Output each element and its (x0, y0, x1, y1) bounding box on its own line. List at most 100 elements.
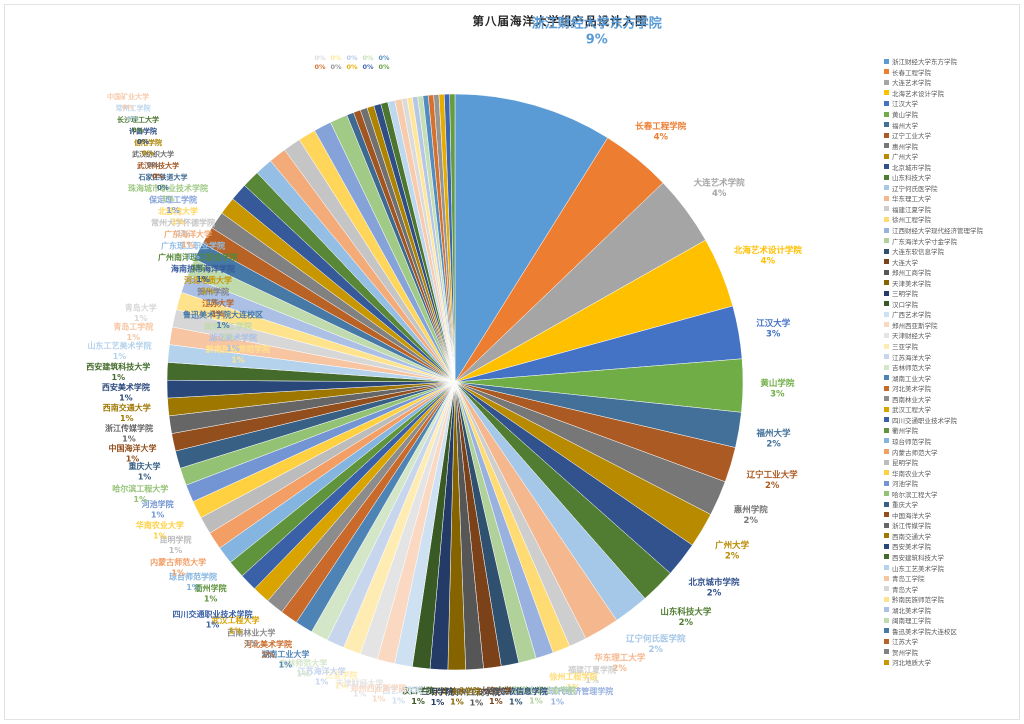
legend-item[interactable]: 中国海洋大学 (884, 510, 1020, 521)
legend-item[interactable]: 贺州学院 (884, 647, 1020, 658)
legend-swatch (884, 543, 889, 549)
legend-swatch (884, 90, 889, 96)
legend-item[interactable]: 山东工艺美术学院 (884, 562, 1020, 573)
pie-slice[interactable] (454, 93, 609, 383)
legend-item[interactable]: 广州大学 (884, 151, 1020, 162)
legend-item[interactable]: 郑州西亚斯学院 (884, 320, 1020, 331)
pie-slice[interactable] (449, 93, 456, 383)
legend-item[interactable]: 内蒙古师范大学 (884, 446, 1020, 457)
slice-label: 徐州工程学院 1% (548, 671, 597, 692)
legend-item[interactable]: 西安建筑科技大学 (884, 552, 1020, 563)
legend-item[interactable]: 大连艺术学院 (884, 77, 1020, 88)
legend-item[interactable]: 浙江传媒学院 (884, 520, 1020, 531)
legend-item[interactable]: 西南交通大学 (884, 531, 1020, 542)
legend-label: 华南农业大学 (892, 469, 931, 478)
legend-item[interactable]: 长春工程学院 (884, 67, 1020, 78)
legend-item[interactable]: 河北美术学院 (884, 383, 1020, 394)
legend-swatch (884, 364, 889, 370)
legend-item[interactable]: 西安美术学院 (884, 541, 1020, 552)
slice-label: 天津美术学院 1% (433, 686, 481, 707)
legend-item[interactable]: 大连大学 (884, 256, 1020, 267)
legend-item[interactable]: 闽南理工学院 (884, 615, 1020, 626)
legend-label: 青岛工学院 (892, 575, 925, 584)
legend-item[interactable]: 四川交通职业技术学院 (884, 415, 1020, 426)
legend-swatch (884, 385, 889, 391)
legend-swatch (884, 269, 889, 275)
slice-label: 西安建筑科技大学 1% (86, 361, 150, 382)
legend-item[interactable]: 河北地质大学 (884, 657, 1020, 668)
slice-label: 江汉大学 3% (756, 318, 791, 340)
legend-item[interactable]: 北京城市学院 (884, 161, 1020, 172)
legend-item[interactable]: 武汉工程大学 (884, 404, 1020, 415)
legend-swatch (884, 164, 889, 170)
legend-swatch (884, 638, 889, 644)
legend-item[interactable]: 衢州学院 (884, 425, 1020, 436)
legend-item[interactable]: 湖南工业大学 (884, 372, 1020, 383)
legend-item[interactable]: 华南农业大学 (884, 467, 1020, 478)
legend-swatch (884, 375, 889, 381)
legend-swatch (884, 470, 889, 476)
legend-item[interactable]: 重庆大学 (884, 499, 1020, 510)
slice-label: 0% (330, 63, 342, 71)
legend-item[interactable]: 湖北美术学院 (884, 604, 1020, 615)
legend-swatch (884, 132, 889, 138)
legend-item[interactable]: 郑州工商学院 (884, 267, 1020, 278)
slice-label: 许昌学院 0% (129, 127, 157, 147)
legend-item[interactable]: 江汉大学 (884, 98, 1020, 109)
legend-item[interactable]: 福州大学 (884, 119, 1020, 130)
legend-item[interactable]: 辽宁何氏医学院 (884, 183, 1020, 194)
legend-item[interactable]: 青岛工学院 (884, 573, 1020, 584)
legend-item[interactable]: 浙江财经大学东方学院 (884, 56, 1020, 67)
legend-item[interactable]: 琼台师范学院 (884, 436, 1020, 447)
legend-swatch (884, 659, 889, 665)
slice-label: 0% (314, 54, 326, 62)
legend-item[interactable]: 鲁迅美术学院大连校区 (884, 626, 1020, 637)
legend-item[interactable]: 华东理工大学 (884, 193, 1020, 204)
legend-item[interactable]: 哈尔滨工程大学 (884, 488, 1020, 499)
legend-label: 浙江财经大学东方学院 (892, 58, 957, 67)
legend-item[interactable]: 三明学院 (884, 288, 1020, 299)
legend-item[interactable]: 广东海洋大学寸金学院 (884, 235, 1020, 246)
legend-swatch (884, 533, 889, 539)
legend-item[interactable]: 江苏大学 (884, 636, 1020, 647)
legend-item[interactable]: 惠州学院 (884, 140, 1020, 151)
slice-label: 0% (314, 63, 326, 71)
legend-item[interactable]: 大连东软信息学院 (884, 246, 1020, 257)
slice-label: 中国海洋大学 1% (109, 443, 157, 464)
slice-label: 闽南理工学院 1% (204, 321, 252, 342)
legend-swatch (884, 69, 889, 75)
legend-item[interactable]: 天津美术学院 (884, 277, 1020, 288)
slice-label: 常州工学院 0% (116, 104, 151, 124)
legend-item[interactable]: 江西财经大学现代经济管理学院 (884, 225, 1020, 236)
legend-item[interactable]: 汉口学院 (884, 299, 1020, 310)
legend-item[interactable]: 黄山学院 (884, 109, 1020, 120)
legend-item[interactable]: 河池学院 (884, 478, 1020, 489)
legend-item[interactable]: 山东科技大学 (884, 172, 1020, 183)
legend-swatch (884, 111, 889, 117)
slice-label: 山东工艺美术学院 1% (87, 341, 151, 362)
legend-item[interactable]: 西南林业大学 (884, 394, 1020, 405)
legend-item[interactable]: 天津财经大学 (884, 330, 1020, 341)
legend-item[interactable]: 三亚学院 (884, 341, 1020, 352)
legend-item[interactable]: 北海艺术设计学院 (884, 88, 1020, 99)
legend-item[interactable]: 福建江夏学院 (884, 204, 1020, 215)
slice-label: 浙江传媒学院 1% (105, 423, 153, 444)
legend-label: 重庆大学 (892, 501, 918, 510)
legend-item[interactable]: 广西艺术学院 (884, 309, 1020, 320)
legend-item[interactable]: 黔南民族师范学院 (884, 594, 1020, 605)
legend-swatch (884, 238, 889, 244)
legend-item[interactable]: 辽宁工业大学 (884, 130, 1020, 141)
legend-item[interactable]: 吉林师范大学 (884, 362, 1020, 373)
legend-item[interactable]: 徐州工程学院 (884, 214, 1020, 225)
slice-label: 广西艺术学院 1% (374, 685, 422, 706)
slice-label: 三明学院 1% (422, 686, 454, 707)
slice-label: 浙江财经大学东方学院 9% (532, 15, 662, 47)
legend-item[interactable]: 江苏海洋大学 (884, 351, 1020, 362)
legend-label: 山东工艺美术学院 (892, 564, 944, 573)
slice-label: 湖南工业大学 1% (261, 649, 309, 670)
legend-item[interactable]: 青岛大学 (884, 583, 1020, 594)
legend-swatch (884, 122, 889, 128)
legend-item[interactable]: 昆明学院 (884, 457, 1020, 468)
legend-label: 福建江夏学院 (892, 205, 931, 214)
legend-swatch (884, 216, 889, 222)
